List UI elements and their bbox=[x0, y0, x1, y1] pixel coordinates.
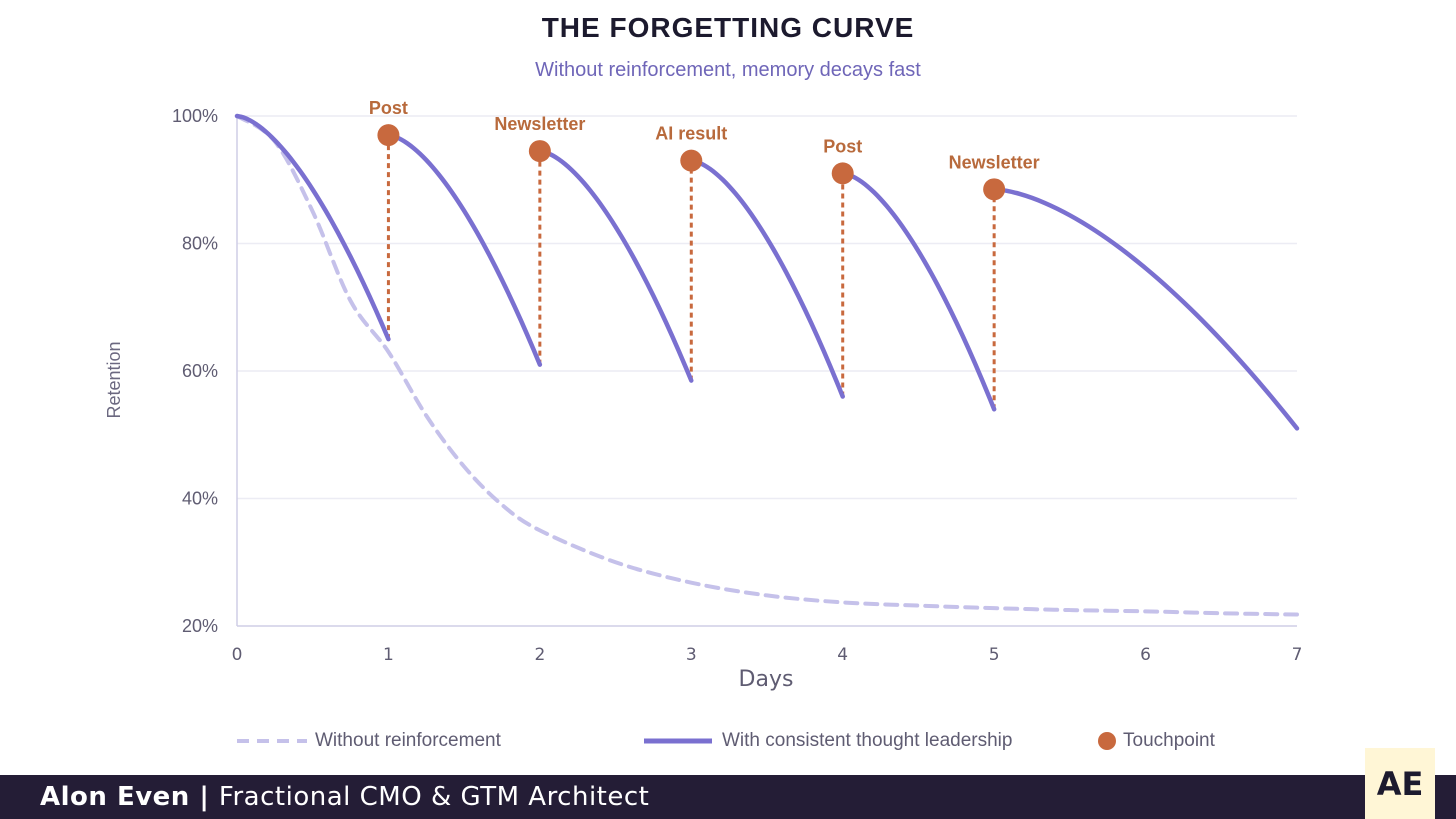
touchpoint-drop-lines bbox=[386, 135, 996, 410]
touchpoint-dot bbox=[377, 124, 400, 147]
touchpoint-dot bbox=[831, 162, 854, 185]
decay-segment bbox=[386, 132, 543, 367]
footer-author-name: Alon Even bbox=[40, 782, 190, 812]
footer-bar: Alon Even | Fractional CMO & GTM Archite… bbox=[0, 775, 1456, 819]
chart-area: 20% 40% 60% 80% 100% 0 1 2 3 4 5 6 7 Days Retention… bbox=[104, 98, 1303, 692]
footer-text: Alon Even | Fractional CMO & GTM Archite… bbox=[40, 782, 649, 812]
x-axis-label: Days bbox=[739, 667, 794, 692]
legend-item-without: Without reinforcement bbox=[237, 728, 501, 754]
x-tick-label: 6 bbox=[1140, 645, 1151, 665]
x-tick-label: 1 bbox=[383, 645, 394, 665]
x-tick-label: 4 bbox=[837, 645, 848, 665]
legend-solid-line-icon bbox=[644, 738, 712, 744]
footer-role: Fractional CMO & GTM Architect bbox=[218, 782, 650, 812]
touchpoint-dot bbox=[983, 178, 1006, 201]
legend-label-without: Without reinforcement bbox=[315, 730, 501, 751]
decay-segment bbox=[537, 148, 694, 383]
y-axis-ticks: 20% 40% 60% 80% 100% bbox=[172, 106, 218, 636]
x-tick-label: 0 bbox=[232, 645, 243, 665]
chart-subtitle: Without reinforcement, memory decays fas… bbox=[535, 59, 921, 81]
y-tick-label: 60% bbox=[182, 361, 218, 381]
brand-logo: AE bbox=[1365, 748, 1435, 819]
legend-item-touchpoint: Touchpoint bbox=[1097, 728, 1215, 754]
touchpoint-label: Newsletter bbox=[949, 152, 1040, 172]
decay-segment bbox=[689, 158, 845, 399]
chart-title: THE FORGETTING CURVE bbox=[541, 12, 915, 43]
legend-label-with: With consistent thought leadership bbox=[722, 730, 1013, 751]
x-tick-label: 5 bbox=[989, 645, 1000, 665]
x-tick-label: 2 bbox=[534, 645, 545, 665]
touchpoint-label: Newsletter bbox=[494, 114, 585, 134]
decay-segment bbox=[991, 187, 1300, 431]
y-tick-label: 80% bbox=[182, 234, 218, 254]
touchpoint-dot bbox=[528, 140, 551, 163]
x-axis-ticks: 0 1 2 3 4 5 6 7 bbox=[232, 645, 1303, 665]
gridlines bbox=[237, 115, 1297, 500]
legend: Without reinforcement With consistent th… bbox=[0, 728, 1456, 754]
series-with-thought-leadership bbox=[234, 113, 1300, 431]
y-tick-label: 40% bbox=[182, 489, 218, 509]
legend-item-with: With consistent thought leadership bbox=[644, 728, 1012, 754]
touchpoint-label: Post bbox=[369, 98, 408, 118]
legend-dashed-line-icon bbox=[237, 739, 307, 743]
legend-dot-icon bbox=[1098, 732, 1116, 750]
y-tick-label: 20% bbox=[182, 616, 218, 636]
without-reinforcement-line bbox=[235, 114, 1299, 617]
series-without-reinforcement bbox=[235, 114, 1299, 617]
y-axis-label: Retention bbox=[104, 341, 124, 418]
legend-label-touchpoint: Touchpoint bbox=[1123, 730, 1215, 751]
decay-segment bbox=[234, 113, 391, 342]
axes bbox=[236, 116, 1297, 627]
x-tick-label: 3 bbox=[686, 645, 697, 665]
decay-segment bbox=[840, 171, 997, 412]
touchpoint-label: Post bbox=[823, 136, 862, 156]
touchpoints: Post Newsletter AI result Post Newsletter bbox=[369, 98, 1040, 201]
touchpoint-label: AI result bbox=[655, 124, 727, 144]
x-tick-label: 7 bbox=[1292, 645, 1303, 665]
y-tick-label: 100% bbox=[172, 106, 218, 126]
touchpoint-dot bbox=[680, 149, 703, 172]
footer-separator: | bbox=[189, 782, 219, 812]
